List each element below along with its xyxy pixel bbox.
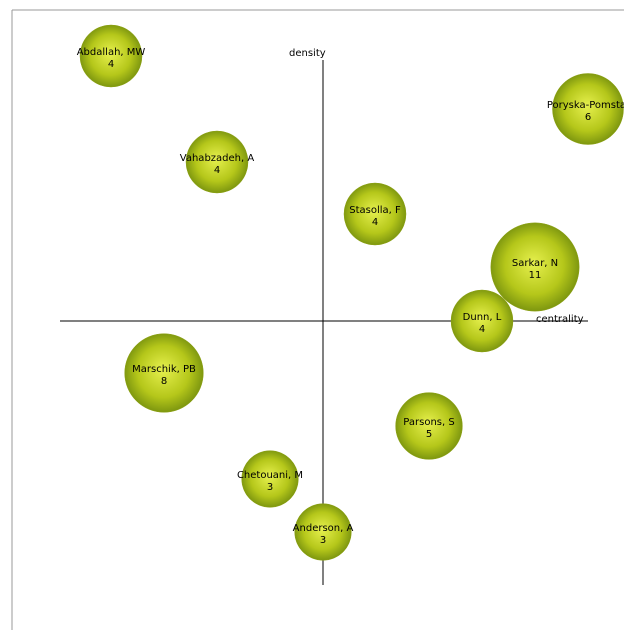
bubble-label-7: Parsons, S [403, 417, 454, 428]
bubble-label-2: Vahabzadeh, A [180, 153, 255, 164]
bubble-8[interactable] [241, 450, 299, 508]
bubble-value-8: 3 [267, 482, 273, 493]
bubble-value-3: 4 [372, 217, 378, 228]
bubble-value-0: 4 [108, 59, 114, 70]
bubble-value-1: 6 [585, 112, 591, 123]
bubble-value-4: 11 [529, 270, 542, 281]
bubble-label-5: Dunn, L [463, 312, 502, 323]
bubble-label-0: Abdallah, MW [77, 47, 146, 58]
bubble-value-9: 3 [320, 535, 326, 546]
bubble-value-2: 4 [214, 165, 220, 176]
bubble-value-7: 5 [426, 429, 432, 440]
bubble-6[interactable] [124, 333, 204, 413]
bubble-value-6: 8 [161, 376, 167, 387]
bubble-label-4: Sarkar, N [512, 258, 558, 269]
y-axis-label: density [289, 48, 326, 59]
bubble-label-1: Poryska-Pomsta, [547, 100, 624, 111]
bubble-0[interactable] [79, 24, 143, 88]
bubble-3[interactable] [343, 182, 407, 246]
bubble-label-8: Chetouani, M [237, 470, 303, 481]
bubble-7[interactable] [395, 392, 463, 460]
bubble-value-5: 4 [479, 324, 485, 335]
bubble-label-9: Anderson, A [293, 523, 354, 534]
bubble-1[interactable] [552, 73, 624, 145]
x-axis-label: centrality [536, 314, 584, 325]
bubble-5[interactable] [450, 289, 514, 353]
bubble-2[interactable] [185, 130, 249, 194]
bubbles-group: Abdallah, MW4Poryska-Pomsta,6Vahabzadeh,… [77, 24, 624, 561]
bubble-label-6: Marschik, PB [132, 364, 196, 375]
bubble-4[interactable] [490, 222, 580, 312]
bubble-9[interactable] [294, 503, 352, 561]
bubble-label-3: Stasolla, F [349, 205, 401, 216]
